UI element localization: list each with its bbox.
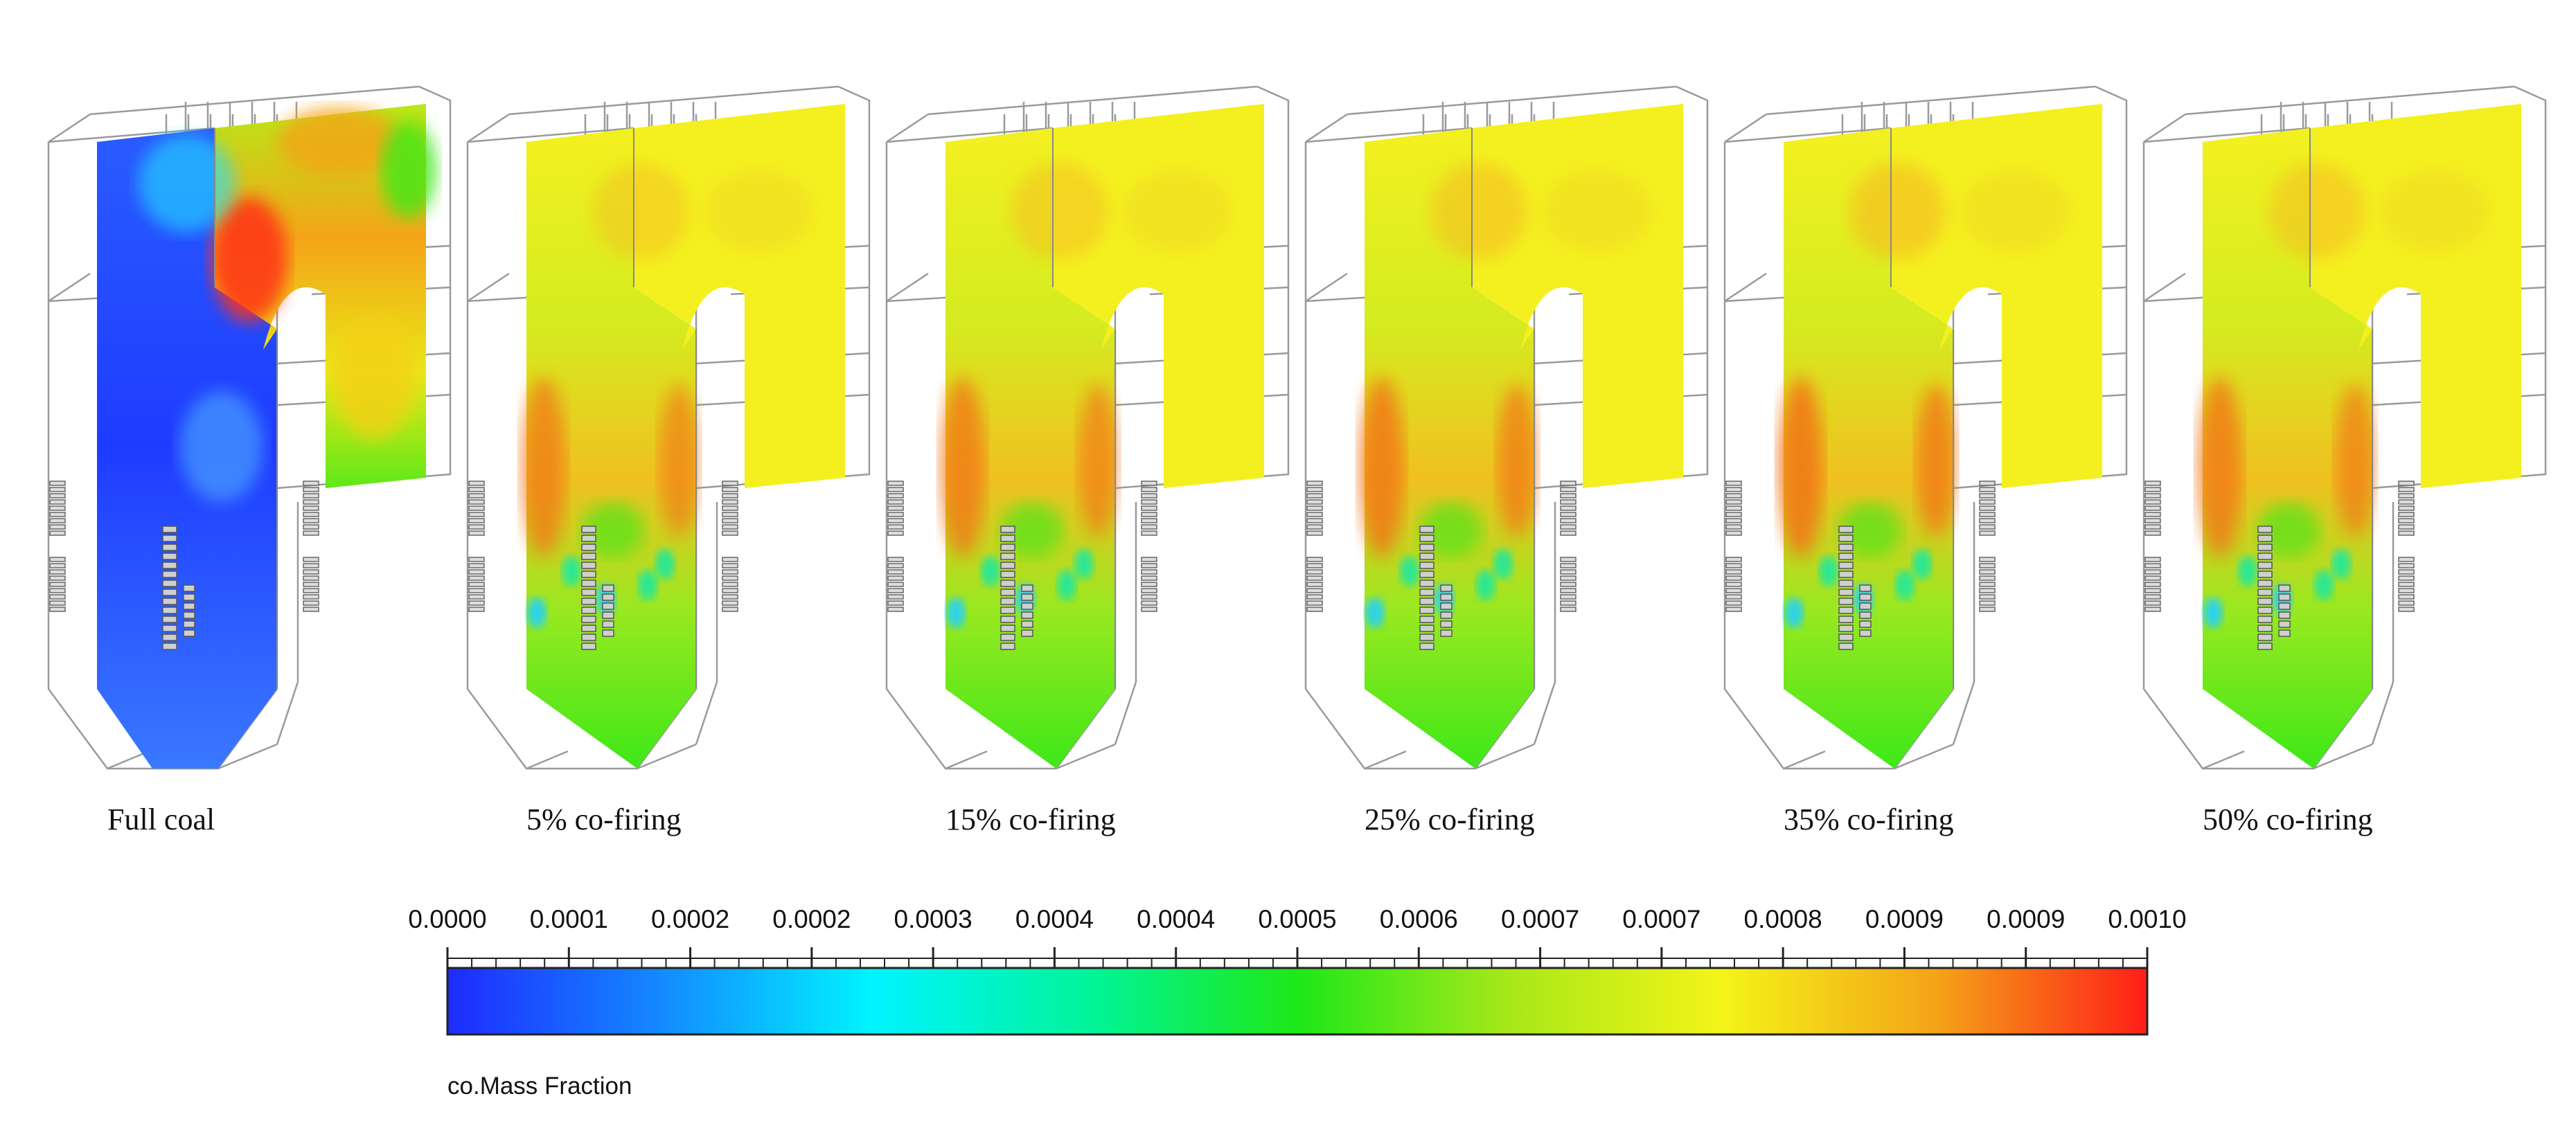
legend-tick-label: 0.0007 bbox=[1622, 905, 1700, 933]
panel-label: 5% co-firing bbox=[526, 802, 682, 836]
co-field-plane bbox=[2198, 104, 2521, 769]
panel-label: Full coal bbox=[107, 802, 215, 836]
furnace-field bbox=[1784, 128, 1953, 769]
boiler-front-edges bbox=[2309, 128, 2373, 689]
burner-column bbox=[1838, 526, 1872, 650]
boiler-panel: 25% co-firing bbox=[1304, 85, 1709, 836]
legend-ticks bbox=[446, 947, 2149, 968]
co-field-plane bbox=[1779, 104, 2102, 769]
furnace-field bbox=[2203, 128, 2372, 769]
boiler-panel: 35% co-firing bbox=[1723, 85, 2128, 836]
legend-tick-label: 0.0006 bbox=[1380, 905, 1458, 933]
boiler-panel: Full coal bbox=[47, 85, 452, 836]
boiler-panel: 50% co-firing bbox=[2142, 85, 2547, 836]
legend-tick-label: 0.0002 bbox=[772, 905, 851, 933]
boiler-front-edges bbox=[633, 128, 697, 689]
boiler-panel: 5% co-firing bbox=[466, 85, 871, 836]
legend-tick-labels: 0.0000 0.0001 0.0002 0.0002 0.0003 0.0004 0.00… bbox=[408, 905, 2186, 933]
panel-label: 35% co-firing bbox=[1784, 802, 1954, 836]
legend-tick-label: 0.0010 bbox=[2108, 905, 2186, 933]
boiler-panels: Full coal 5% co-firing 15% co-firing 25% co… bbox=[47, 85, 2547, 836]
panel-label: 15% co-firing bbox=[945, 802, 1116, 836]
burner-array bbox=[1725, 481, 1996, 612]
burner-column bbox=[2257, 526, 2291, 650]
legend-tick-label: 0.0005 bbox=[1258, 905, 1336, 933]
boiler-front-edges bbox=[1890, 128, 1954, 689]
legend-tick-label: 0.0003 bbox=[894, 905, 972, 933]
furnace-field bbox=[1365, 128, 1534, 769]
burner-column bbox=[1000, 526, 1033, 650]
legend-tick-label: 0.0008 bbox=[1744, 905, 1822, 933]
burner-array bbox=[49, 481, 319, 612]
co-field-plane bbox=[941, 104, 1264, 769]
burner-array bbox=[2144, 481, 2415, 612]
boiler-front-edges bbox=[1471, 128, 1535, 689]
legend-tick-label: 0.0001 bbox=[530, 905, 608, 933]
legend-color-bar bbox=[446, 967, 2149, 1036]
legend-title: co.Mass Fraction bbox=[447, 1073, 632, 1100]
boiler-panel: 15% co-firing bbox=[885, 85, 1290, 836]
co-field-plane bbox=[1360, 104, 1683, 769]
burner-column bbox=[1419, 526, 1453, 650]
burner-array bbox=[887, 481, 1157, 612]
legend-tick-label: 0.0004 bbox=[1015, 905, 1094, 933]
boiler-front-edges bbox=[1052, 128, 1116, 689]
legend-tick-label: 0.0009 bbox=[1865, 905, 1944, 933]
co-field-plane bbox=[522, 104, 845, 769]
furnace-field bbox=[526, 128, 696, 769]
panel-label: 25% co-firing bbox=[1365, 802, 1535, 836]
color-legend: 0.0000 0.0001 0.0002 0.0002 0.0003 0.0004 0.00… bbox=[408, 905, 2186, 1100]
burner-array bbox=[1306, 481, 1576, 612]
legend-tick-label: 0.0000 bbox=[408, 905, 486, 933]
furnace-field bbox=[945, 128, 1115, 769]
burner-array bbox=[468, 481, 738, 612]
legend-tick-label: 0.0004 bbox=[1137, 905, 1215, 933]
legend-tick-label: 0.0002 bbox=[651, 905, 729, 933]
co-field-plane bbox=[97, 104, 436, 769]
boiler-front-edges bbox=[214, 128, 278, 689]
burner-column bbox=[162, 526, 195, 650]
panel-label: 50% co-firing bbox=[2203, 802, 2373, 836]
burner-column bbox=[581, 526, 614, 650]
legend-tick-label: 0.0007 bbox=[1501, 905, 1579, 933]
legend-tick-label: 0.0009 bbox=[1987, 905, 2065, 933]
